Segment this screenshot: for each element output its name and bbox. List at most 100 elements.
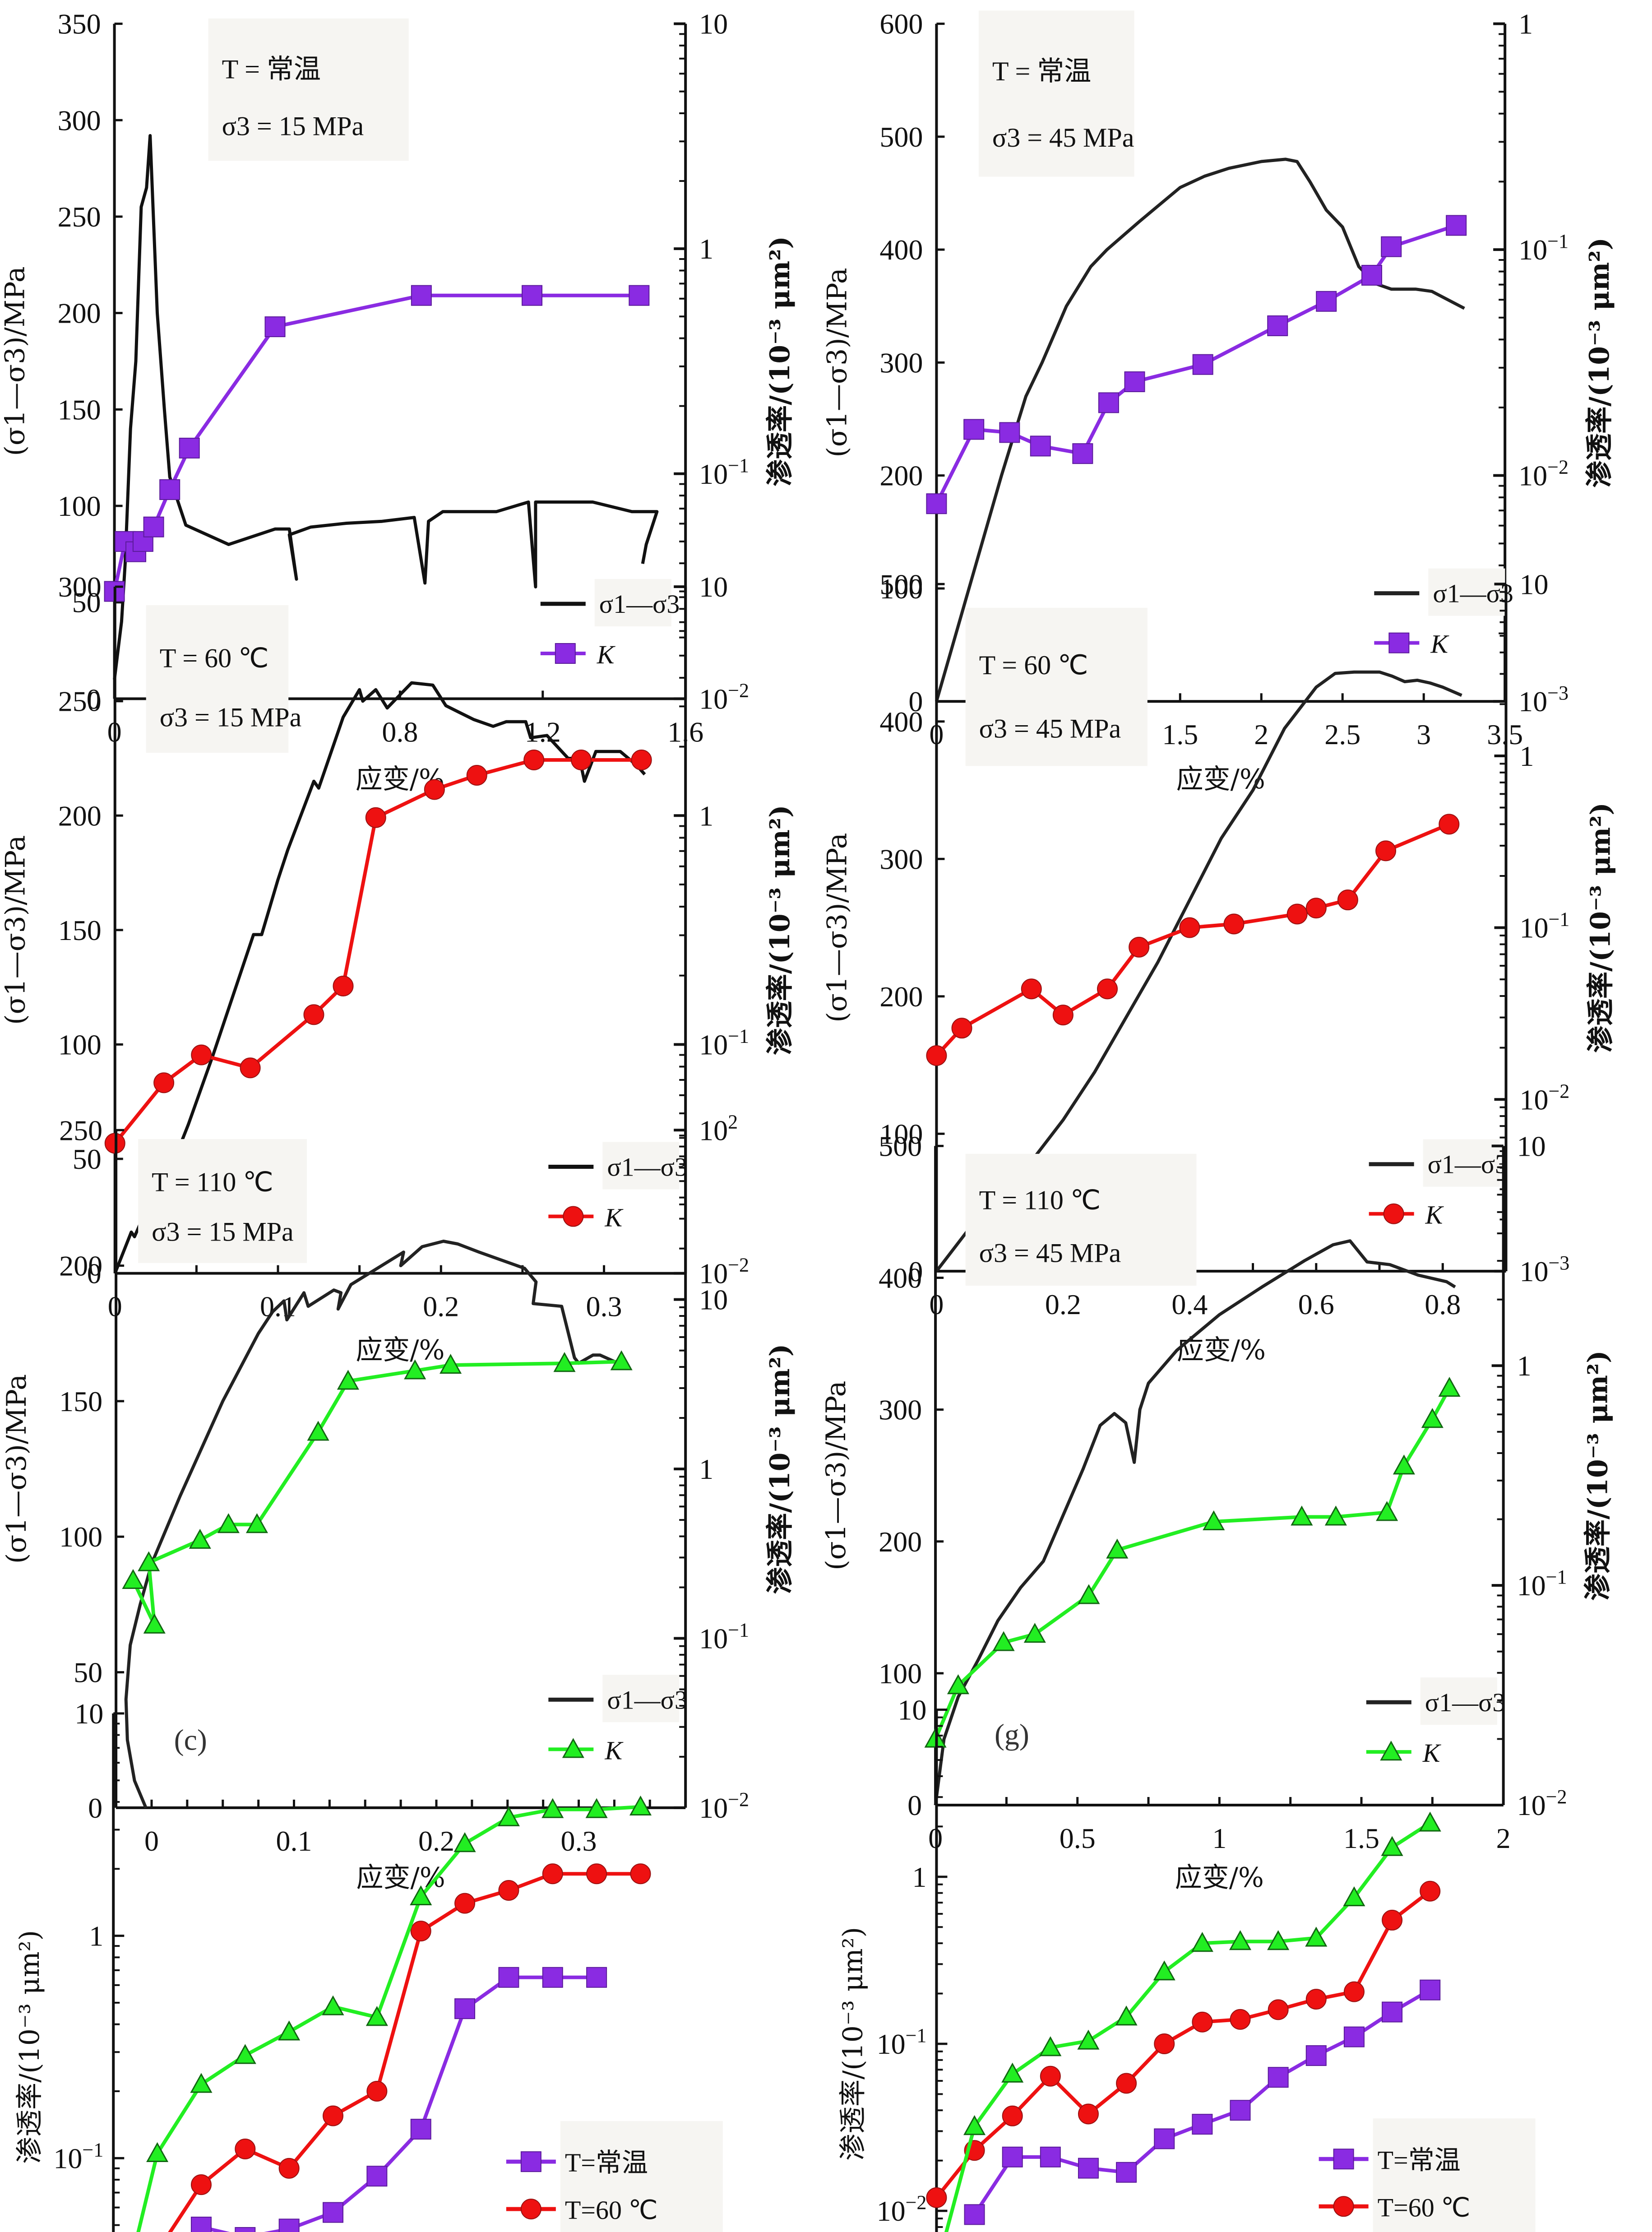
series-permeability xyxy=(104,750,652,1154)
data-point xyxy=(159,479,180,500)
y-tick-label-right: 1 xyxy=(699,233,713,265)
data-point xyxy=(410,2119,431,2140)
series-temp-0 xyxy=(190,1967,607,2232)
data-point xyxy=(440,1353,462,1374)
series-deviatoric-stress xyxy=(113,134,659,680)
series-permeability xyxy=(926,814,1460,1066)
y-tick-label-left: 350 xyxy=(58,8,101,40)
x-tick-label: 0.1 xyxy=(276,1825,312,1857)
data-point xyxy=(190,2174,212,2195)
data-point xyxy=(323,2202,344,2223)
y-tick-label-left: 400 xyxy=(879,234,923,266)
data-point xyxy=(1267,1930,1290,1950)
data-point xyxy=(1382,2001,1403,2023)
y-tick-label-right: 10−2 xyxy=(699,679,749,715)
data-point xyxy=(454,1893,476,1914)
x-tick-label: 1.5 xyxy=(1162,718,1198,750)
y-tick-label-left: 200 xyxy=(879,981,923,1013)
data-point xyxy=(585,1798,608,1818)
data-point xyxy=(143,516,164,537)
data-point xyxy=(1375,840,1397,861)
x-axis-title: 应变/% xyxy=(1175,1862,1264,1894)
x-tick-label: 3 xyxy=(1416,718,1431,750)
legend-label-k: K xyxy=(1425,1200,1444,1230)
x-tick-label: 0.3 xyxy=(561,1825,597,1857)
legend-label-k: K xyxy=(604,1203,624,1232)
y-tick-label-right: 1 xyxy=(699,800,713,832)
data-point xyxy=(963,2115,986,2135)
y-tick-label-left: 200 xyxy=(58,297,101,329)
y-tick-label-left: 250 xyxy=(59,1114,102,1146)
data-point xyxy=(190,2217,212,2232)
y-tick-label-left: 500 xyxy=(879,1130,922,1162)
x-tick-label: 0.2 xyxy=(1045,1288,1081,1320)
legend-marker-k xyxy=(555,643,576,664)
legend-label: T=60 ℃ xyxy=(1378,2193,1471,2222)
y-tick-label-left: 500 xyxy=(879,568,923,600)
y-tick-label-left: 100 xyxy=(58,1028,102,1060)
data-point xyxy=(553,1352,576,1372)
data-point xyxy=(323,2105,344,2126)
data-point xyxy=(366,2006,388,2026)
data-point xyxy=(303,1004,324,1025)
y-tick-label-left: 300 xyxy=(58,571,102,603)
y-tick-label-right: 10 xyxy=(699,8,728,40)
data-point xyxy=(1324,1505,1347,1526)
data-point xyxy=(1267,315,1288,336)
annotation-confining-pressure: σ3 = 15 MPa xyxy=(152,1217,294,1246)
annotation-confining-pressure: σ3 = 45 MPa xyxy=(979,713,1121,743)
series-temp-1 xyxy=(168,1863,651,2232)
data-point xyxy=(278,2020,301,2041)
data-point xyxy=(963,419,985,440)
data-point xyxy=(146,2142,169,2163)
y-tick-label-left: 10−1 xyxy=(877,2024,927,2060)
data-point xyxy=(1381,1836,1403,1856)
legend-bg xyxy=(594,579,671,627)
data-point xyxy=(1097,978,1118,1000)
y-tick-label-right: 10−1 xyxy=(1519,908,1569,944)
data-point xyxy=(1223,913,1245,935)
x-tick-label: 0 xyxy=(144,1825,159,1857)
legend-label-stress: σ1—σ3 xyxy=(1428,1150,1509,1179)
legend-marker-k xyxy=(563,1206,584,1227)
legend-marker xyxy=(1333,2196,1354,2217)
data-point xyxy=(190,2073,213,2093)
y-tick-label-left: 600 xyxy=(879,8,923,40)
y-tick-label-left: 300 xyxy=(879,1394,922,1426)
annotation-confining-pressure: σ3 = 45 MPa xyxy=(992,123,1134,153)
y-axis-right-title: 渗透率/(10⁻³ μm²) xyxy=(764,236,796,486)
panel-label: (g) xyxy=(995,1718,1029,1751)
legend: σ1—σ3 K xyxy=(1366,1677,1505,1768)
y-tick-label-left: 50 xyxy=(73,1143,102,1175)
data-point xyxy=(542,1863,563,1885)
data-point xyxy=(366,2166,388,2187)
data-point xyxy=(542,1967,563,1988)
legend-marker-k xyxy=(562,1738,584,1758)
y-tick-label-left: 200 xyxy=(59,1250,102,1282)
data-point xyxy=(1072,443,1093,464)
y-tick-label-right: 102 xyxy=(699,1111,738,1146)
series-deviatoric-stress xyxy=(935,670,1462,1273)
data-point xyxy=(1124,371,1145,392)
x-tick-label: 0.8 xyxy=(1425,1288,1461,1320)
annotation-box xyxy=(138,1139,307,1263)
y-tick-label-right: 10 xyxy=(699,571,728,603)
data-point xyxy=(1419,1811,1441,1832)
panel-label: (c) xyxy=(174,1723,207,1756)
data-point xyxy=(1316,291,1337,312)
data-point xyxy=(498,1967,519,1988)
y-tick-label-right: 10−1 xyxy=(1517,1566,1567,1602)
legend-label: T=60 ℃ xyxy=(565,2195,658,2225)
data-point xyxy=(1286,903,1308,925)
data-point xyxy=(365,807,386,828)
y-tick-label-right: 10−1 xyxy=(699,454,749,490)
y-tick-label-left: 0 xyxy=(908,1255,923,1287)
y-tick-label-right: 10−1 xyxy=(699,1025,749,1060)
series-permeability xyxy=(122,1350,633,1634)
series-permeability xyxy=(924,1376,1461,1748)
data-point xyxy=(1305,898,1327,919)
data-point xyxy=(278,2218,300,2232)
data-point xyxy=(1129,936,1150,958)
